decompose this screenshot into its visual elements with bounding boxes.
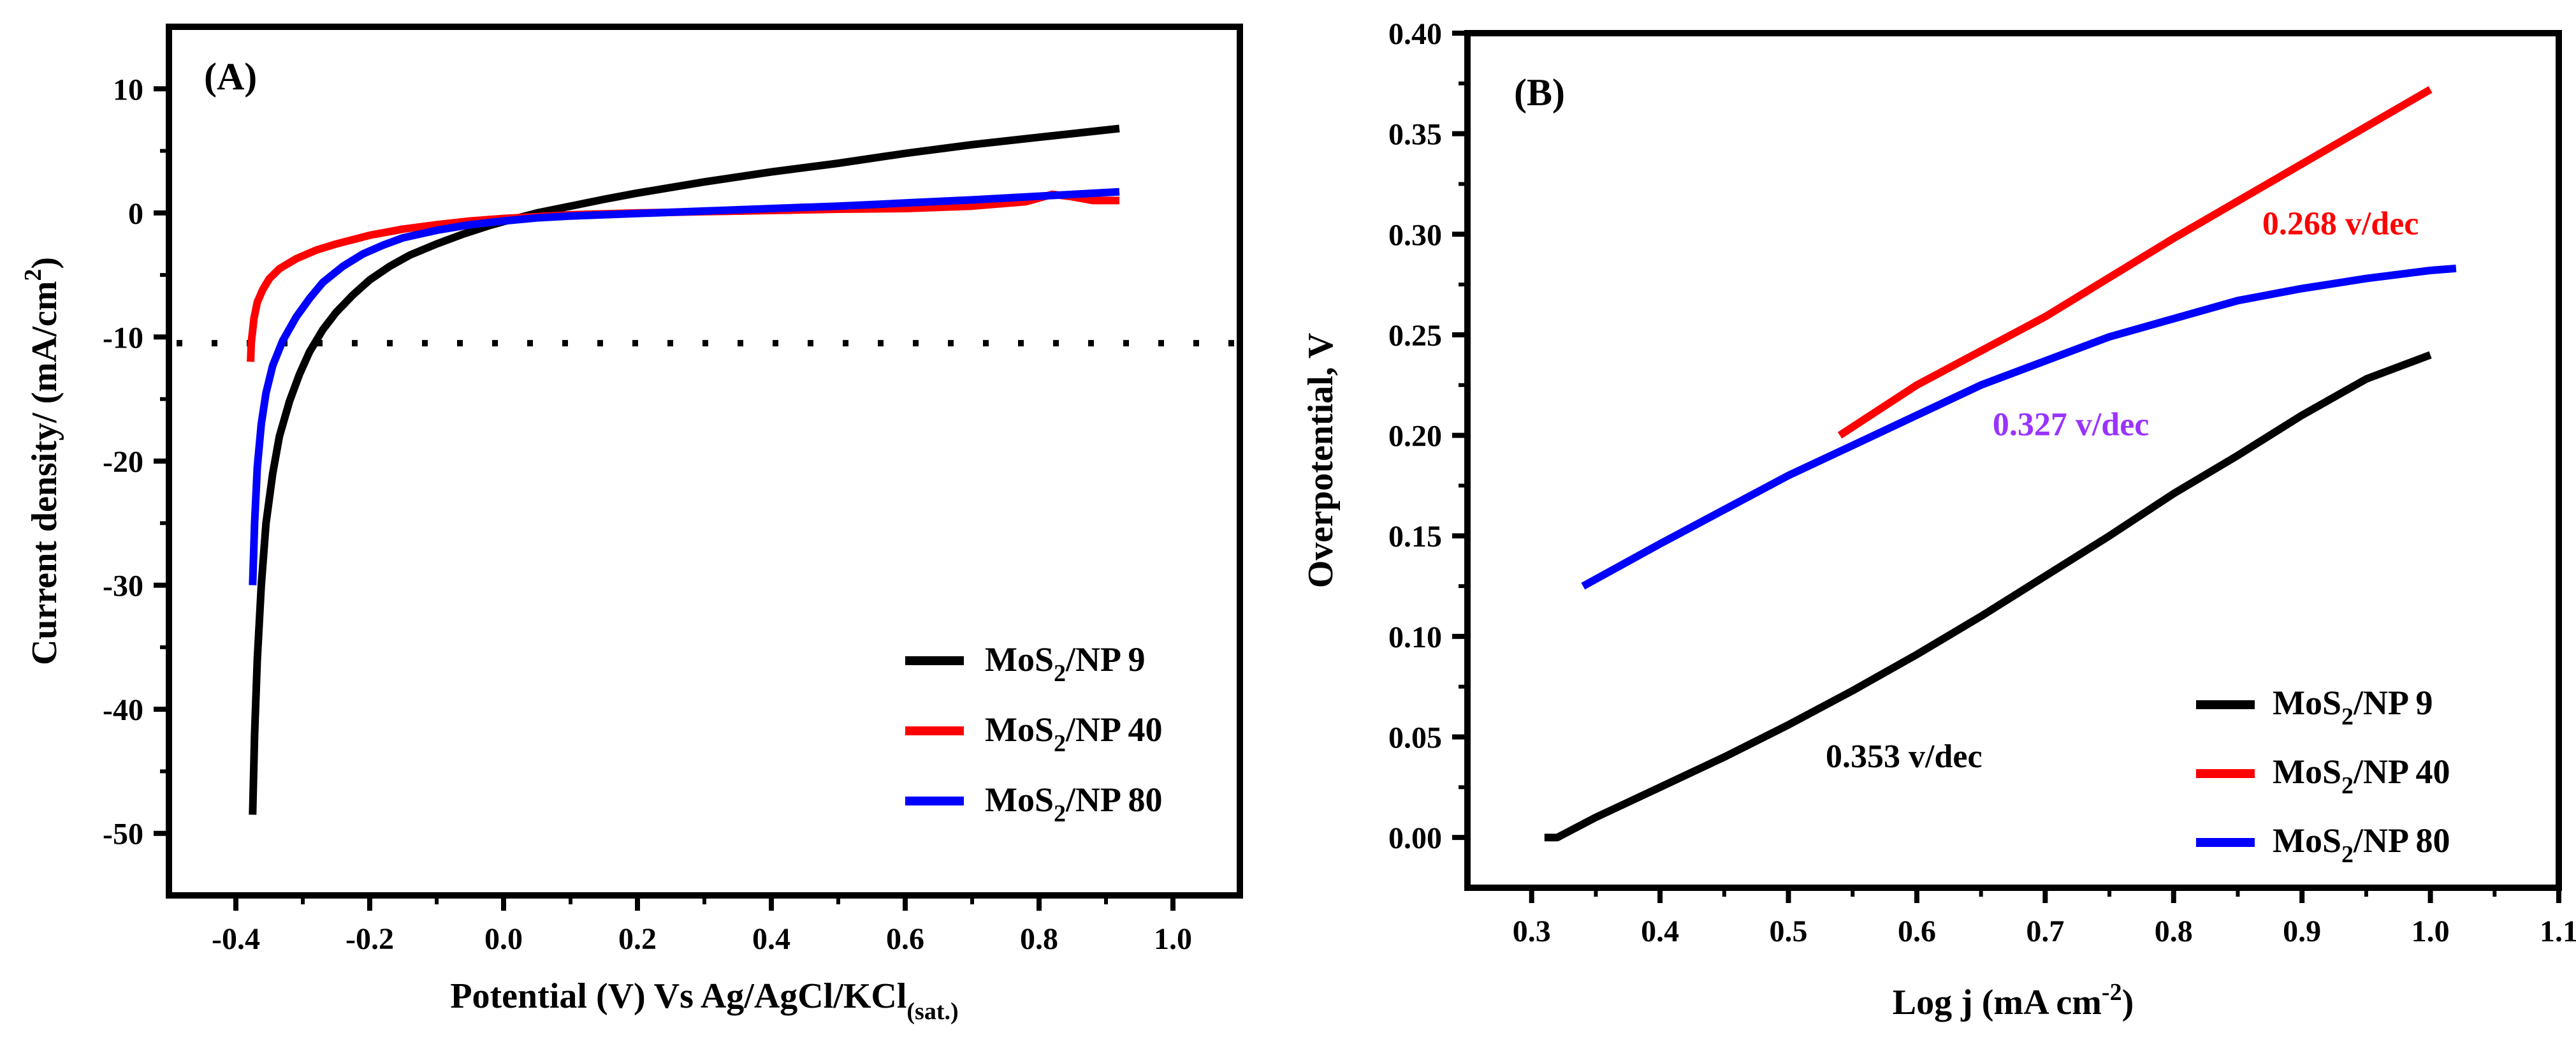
y-tick-label: 0.10 [1388, 621, 1442, 654]
panel-a: -0.4 -0.2 0.0 0.2 0.4 0.6 0.8 1.0 -50 -40 -30 -20 -1… [20, 24, 1243, 1025]
x-tick-label: 1.1 [2540, 915, 2576, 948]
panel-b-y-axis-title: Overpotential, V [1301, 333, 1341, 588]
x-tick-label: 0.7 [2026, 915, 2064, 948]
legend-a-label-np80: MoS2/NP 80 [985, 781, 1163, 827]
x-tick-label: 0.6 [1898, 915, 1936, 948]
y-tick-label: -40 [103, 693, 143, 727]
series-line-9 [249, 124, 1120, 815]
panel-b-plot-frame [1464, 30, 2562, 891]
y-tick-label: 0.40 [1388, 17, 1442, 51]
panel-b-ticks [1452, 31, 2561, 903]
x-tick-label: 0.0 [484, 922, 523, 956]
series-line-40 [1837, 86, 2433, 439]
panel-a-tick-labels: -0.4 -0.2 0.0 0.2 0.4 0.6 0.8 1.0 -50 -40 -30 -20 -1… [103, 73, 1192, 956]
x-tick-label: 0.5 [1770, 915, 1808, 948]
slope-annotation: 0.353 v/dec [1826, 739, 1983, 775]
series-line-9 [1544, 351, 2432, 842]
y-tick-label: -20 [103, 445, 143, 479]
legend-a-label-np40: MoS2/NP 40 [985, 710, 1163, 757]
panel-a-ticks [154, 86, 1175, 911]
panel-a-label: (A) [204, 55, 257, 98]
x-tick-label: 0.8 [2155, 915, 2193, 948]
x-tick-label: -0.2 [346, 922, 394, 956]
slope-annotation: 0.268 v/dec [2262, 205, 2419, 242]
panel-a-y-axis-title: Current density/ (mA/cm2) [20, 257, 64, 665]
panel-b-legend: MoS2/NP 9 MoS2/NP 40 MoS2/NP 80 [2196, 684, 2450, 868]
y-tick-label: -10 [103, 321, 143, 355]
x-tick-label: 0.6 [886, 922, 924, 956]
legend-b-label-np40: MoS2/NP 40 [2273, 753, 2450, 799]
y-tick-label: -30 [103, 570, 143, 603]
x-tick-label: 0.4 [1641, 915, 1679, 948]
panel-b: 0.3 0.4 0.5 0.6 0.7 0.8 0.9 1.0 1.1 0.00 0.05 0.10 0… [1301, 17, 2576, 1022]
legend-b-label-np80: MoS2/NP 80 [2273, 821, 2450, 868]
slope-annotation: 0.327 v/dec [1993, 407, 2150, 443]
x-tick-label: 0.3 [1513, 915, 1551, 948]
x-tick-label: 1.0 [1154, 922, 1192, 956]
x-tick-label: 0.2 [618, 922, 657, 956]
legend-a-label-np9: MoS2/NP 9 [985, 640, 1146, 687]
y-tick-label: 0.30 [1388, 218, 1442, 252]
y-tick-label: 0.25 [1388, 319, 1442, 353]
x-tick-label: -0.4 [212, 922, 260, 956]
y-tick-label: -50 [103, 818, 143, 851]
panel-b-x-axis-title: Log j (mA cm-2) [1893, 979, 2134, 1022]
panel-b-tick-labels: 0.3 0.4 0.5 0.6 0.7 0.8 0.9 1.0 1.1 0.00 0.05 0.10 0… [1388, 17, 2576, 948]
panel-b-annotations: 0.268 v/dec 0.327 v/dec 0.353 v/dec [1826, 205, 2419, 775]
y-tick-label: 10 [113, 73, 143, 107]
panel-a-legend: MoS2/NP 9 MoS2/NP 40 MoS2/NP 80 [905, 640, 1163, 827]
y-tick-label: 0.05 [1388, 721, 1442, 755]
y-tick-label: 0.35 [1388, 118, 1442, 152]
legend-b-label-np9: MoS2/NP 9 [2273, 684, 2433, 730]
x-tick-label: 0.8 [1020, 922, 1058, 956]
series-line-40 [247, 190, 1119, 362]
x-tick-label: 0.4 [752, 922, 790, 956]
x-tick-label: 0.9 [2283, 915, 2321, 948]
series-line-80 [1581, 264, 2457, 590]
y-tick-label: 0 [128, 197, 143, 231]
y-tick-label: 0.00 [1388, 821, 1442, 855]
series-line-80 [249, 187, 1120, 585]
y-tick-label: 0.15 [1388, 520, 1442, 554]
panel-a-series [247, 124, 1120, 815]
x-tick-label: 1.0 [2412, 915, 2450, 948]
panel-b-series [1544, 86, 2457, 842]
y-tick-label: 0.20 [1388, 420, 1442, 453]
panel-a-x-axis-title: Potential (V) Vs Ag/AgCl/KCl(sat.) [450, 976, 958, 1025]
panel-a-plot-frame [166, 24, 1243, 899]
panel-b-label: (B) [1514, 71, 1565, 114]
